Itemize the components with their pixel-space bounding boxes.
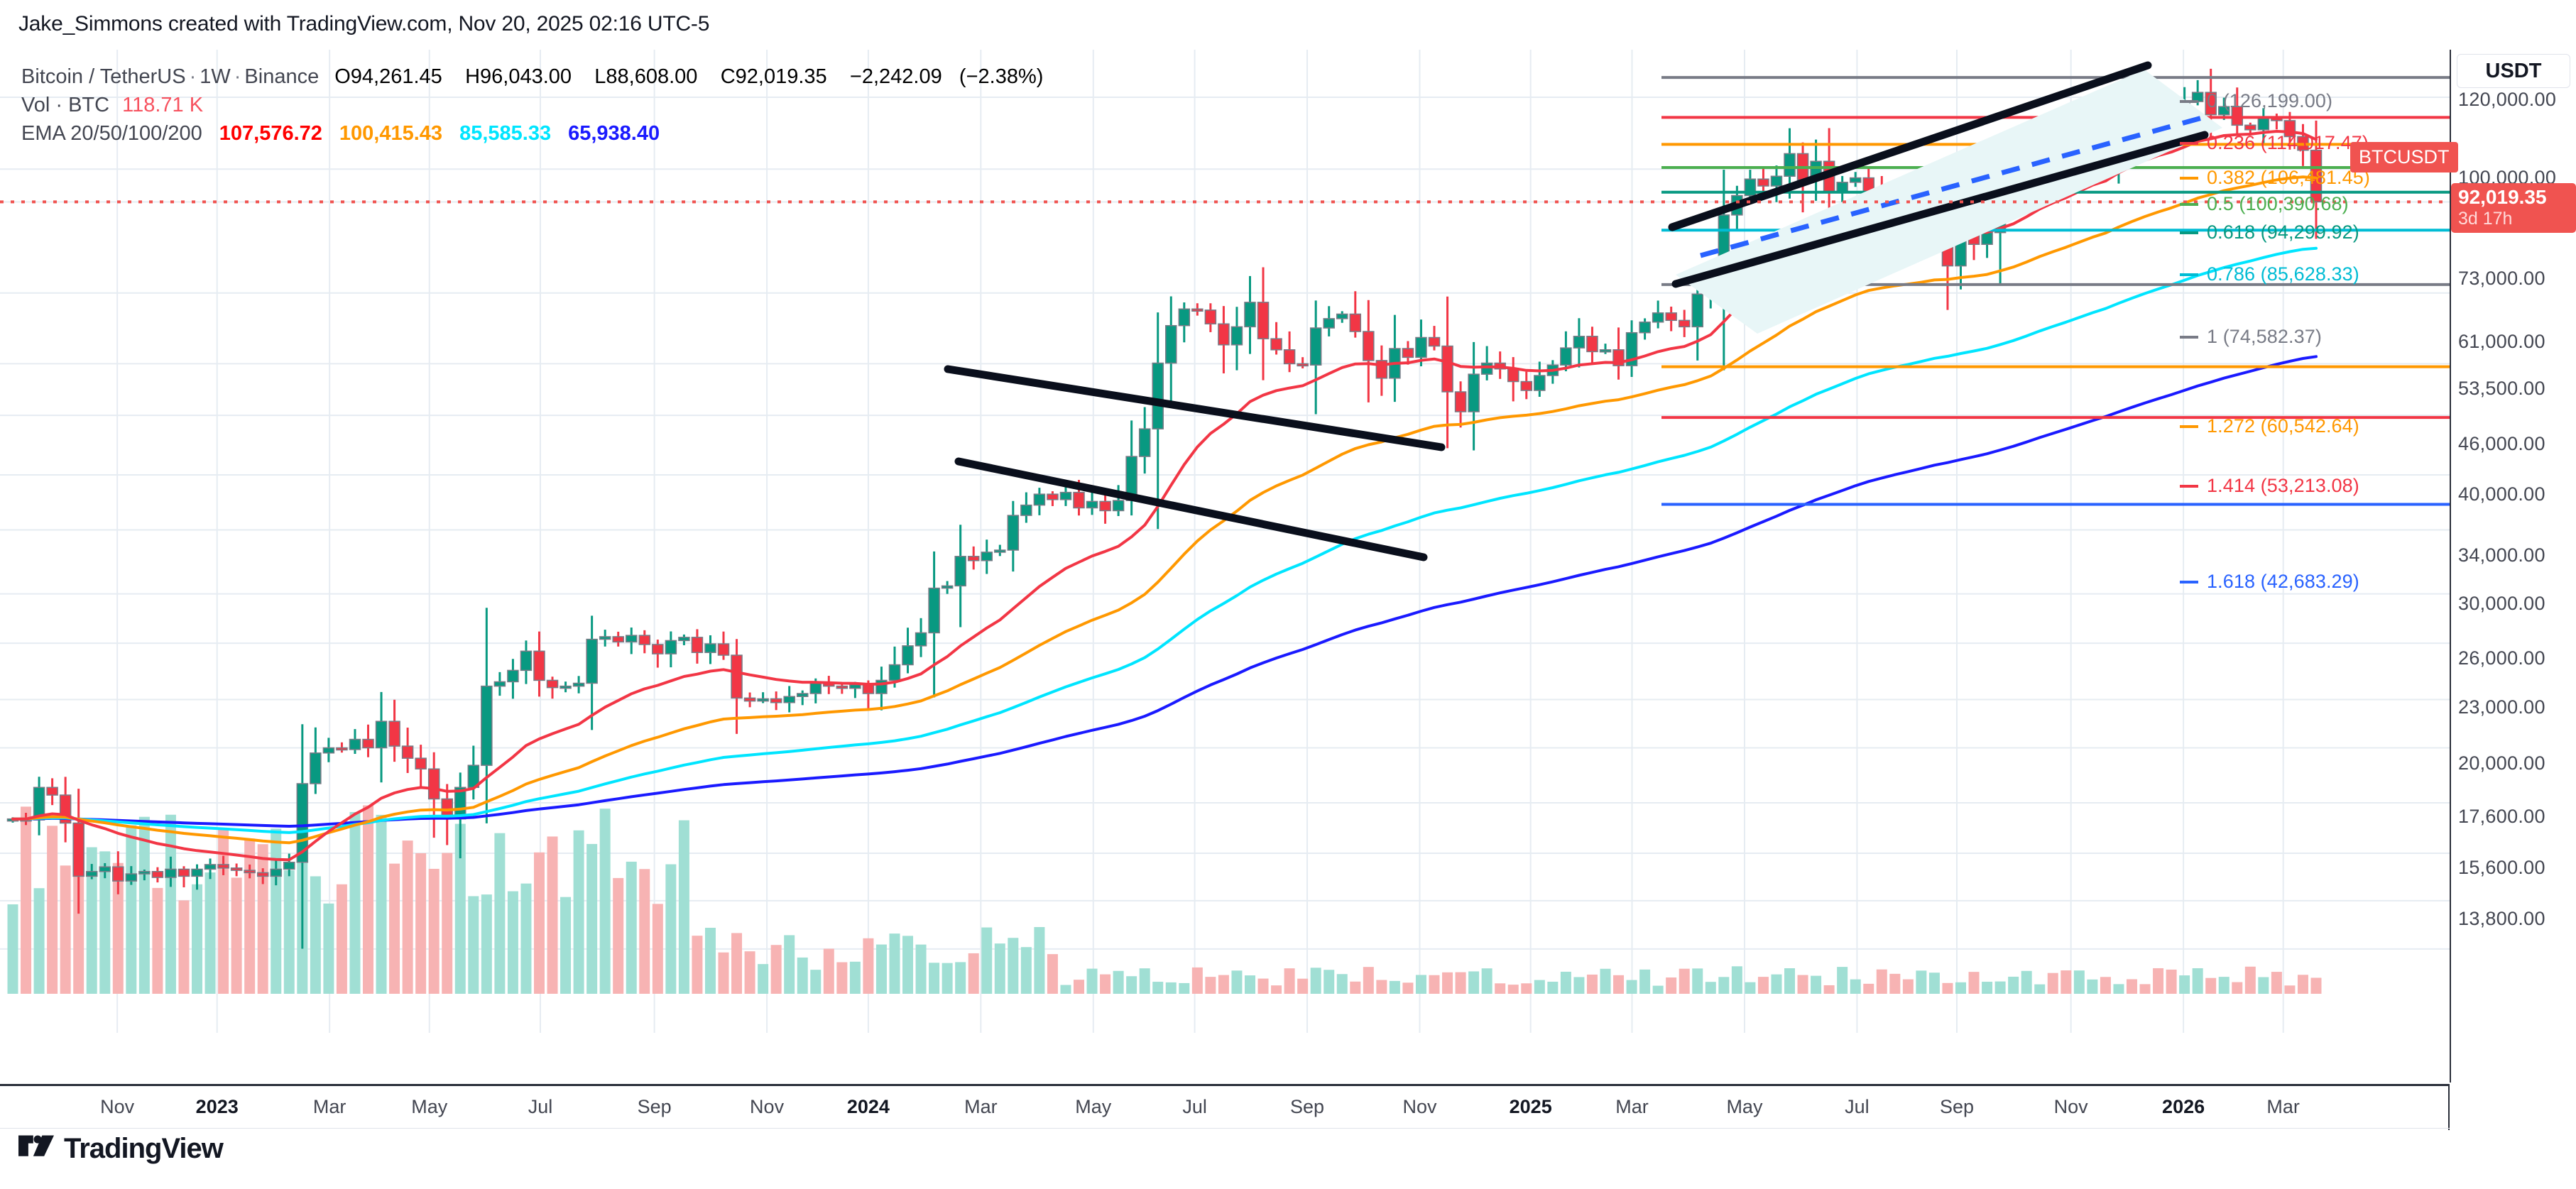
current-price-value: 92,019.35: [2458, 186, 2547, 208]
time-tick: Mar: [312, 1096, 346, 1117]
price-tick: 73,000.00: [2458, 268, 2545, 289]
current-price-badge[interactable]: 92,019.35 3d 17h: [2451, 183, 2576, 233]
time-tick: Sep: [637, 1096, 672, 1117]
ema-value-ema50: 100,415.43: [339, 122, 443, 145]
time-tick: Nov: [1402, 1096, 1437, 1117]
ohlc-open-value: 94,261.45: [350, 65, 442, 88]
fib-marker-0.236: [2180, 141, 2198, 145]
tradingview-wordmark: TradingView: [64, 1133, 224, 1164]
chart-canvas[interactable]: [0, 50, 2450, 1033]
time-tick: Jul: [528, 1096, 553, 1117]
footer-branding: TradingView: [18, 1133, 224, 1165]
tradingview-logo-icon: [18, 1135, 54, 1156]
fib-label-1.272: 1.272 (60,542.64): [2207, 415, 2359, 437]
ema-value-ema20: 107,576.72: [219, 122, 322, 145]
legend-volume-row[interactable]: Vol · BTC 118.71 K: [21, 92, 1043, 118]
price-tick: 53,500.00: [2458, 378, 2545, 399]
fib-marker-0.382: [2180, 177, 2198, 180]
ema-value-ema200: 65,938.40: [568, 122, 660, 145]
ohlc-high-value: 96,043.00: [480, 65, 572, 88]
time-tick: 2024: [846, 1096, 890, 1117]
time-tick: Nov: [2053, 1096, 2088, 1117]
time-tick: May: [411, 1096, 448, 1117]
ohlc-change: −2,242.09: [849, 65, 942, 88]
price-tick: 20,000.00: [2458, 752, 2545, 774]
fib-marker-1.414: [2180, 484, 2198, 488]
price-tick: 46,000.00: [2458, 433, 2545, 454]
fib-marker-0.786: [2180, 273, 2198, 276]
bar-countdown: 3d 17h: [2458, 209, 2513, 229]
time-tick: 2026: [2162, 1096, 2205, 1117]
ema-value-ema100: 85,585.33: [459, 122, 552, 145]
ohlc-change-percent: (−2.38%): [959, 65, 1044, 88]
legend-sep-2: ·: [234, 65, 241, 88]
time-tick: May: [1726, 1096, 1763, 1117]
time-axis-bottom-border: [0, 1128, 2450, 1129]
ohlc-open-key: O: [334, 65, 351, 88]
legend-ema-row[interactable]: EMA 20/50/100/200 107,576.72 100,415.43 85…: [21, 121, 1043, 146]
time-tick: Nov: [100, 1096, 135, 1117]
time-axis[interactable]: Nov 2023 Mar May Jul Sep Nov 2024 Mar May Jul Sep No…: [0, 1084, 2450, 1130]
time-tick: Mar: [2266, 1096, 2300, 1117]
fib-label-0.5: 0.5 (100,390.68): [2207, 193, 2349, 215]
fib-marker-1.272: [2180, 425, 2198, 429]
fib-label-1: 1 (74,582.37): [2207, 326, 2322, 348]
fib-marker-0: [2180, 99, 2198, 103]
price-tick: 26,000.00: [2458, 647, 2545, 669]
fib-label-0.236: 0.236 (114,017.47): [2207, 131, 2369, 153]
ohlc-low-key: L: [594, 65, 606, 88]
time-tick: Jul: [1182, 1096, 1207, 1117]
fib-label-0.382: 0.382 (106,481.45): [2207, 167, 2370, 189]
price-axis[interactable]: USDT 120,000.00100,000.0092,000.0073,000…: [2450, 50, 2576, 1083]
chart-plot-area[interactable]: [0, 50, 2450, 1033]
price-tick: 34,000.00: [2458, 544, 2545, 566]
fib-marker-0.618: [2180, 231, 2198, 234]
legend-ohlc: O94,261.45 H96,043.00 L88,608.00 C92,019…: [334, 64, 1043, 89]
ema-label: EMA 20/50/100/200: [21, 122, 202, 145]
legend-interval[interactable]: 1W: [200, 65, 231, 88]
time-tick: Sep: [1939, 1096, 1974, 1117]
chart-legend[interactable]: Bitcoin / TetherUS · 1W · Binance O94,26…: [21, 64, 1043, 149]
time-tick: Jul: [1845, 1096, 1870, 1117]
attribution-line: Jake_Simmons created with TradingView.co…: [18, 12, 710, 35]
time-tick: Mar: [964, 1096, 998, 1117]
fib-marker-1: [2180, 336, 2198, 339]
price-tick: 61,000.00: [2458, 331, 2545, 352]
price-tick: 17,600.00: [2458, 806, 2545, 827]
fib-marker-1.618: [2180, 581, 2198, 584]
legend-symbol-row[interactable]: Bitcoin / TetherUS · 1W · Binance O94,26…: [21, 64, 1043, 89]
time-tick: May: [1075, 1096, 1112, 1117]
ohlc-high-key: H: [465, 65, 481, 88]
ohlc-close-key: C: [720, 65, 736, 88]
time-tick: 2023: [195, 1096, 239, 1117]
currency-badge: USDT: [2457, 54, 2570, 88]
legend-sep-1: ·: [189, 65, 197, 88]
fib-label-0.786: 0.786 (85,628.33): [2207, 263, 2359, 285]
ohlc-close-value: 92,019.35: [735, 65, 827, 88]
ema-values: 107,576.72 100,415.43 85,585.33 65,938.40: [202, 121, 660, 146]
legend-exchange[interactable]: Binance: [244, 65, 320, 88]
price-tick: 15,600.00: [2458, 857, 2545, 878]
fib-marker-0.5: [2180, 203, 2198, 207]
time-tick: 2025: [1509, 1096, 1552, 1117]
fib-label-0.618: 0.618 (94,299.92): [2207, 221, 2359, 243]
time-axis-right-edge: [2448, 1086, 2450, 1130]
time-tick: Nov: [750, 1096, 785, 1117]
symbol-price-tag: BTCUSDT: [2350, 142, 2458, 172]
price-tick: 40,000.00: [2458, 483, 2545, 505]
price-tick: 23,000.00: [2458, 696, 2545, 718]
fib-label-1.618: 1.618 (42,683.29): [2207, 571, 2359, 593]
volume-label: Vol · BTC: [21, 94, 110, 116]
ohlc-low-value: 88,608.00: [606, 65, 698, 88]
legend-symbol-name[interactable]: Bitcoin / TetherUS: [21, 65, 186, 88]
time-tick: Sep: [1290, 1096, 1325, 1117]
price-tick: 30,000.00: [2458, 593, 2545, 614]
fib-label-1.414: 1.414 (53,213.08): [2207, 474, 2359, 496]
price-tick: 13,800.00: [2458, 908, 2545, 929]
volume-value: 118.71 K: [122, 94, 204, 116]
time-tick: Mar: [1615, 1096, 1649, 1117]
price-tick: 120,000.00: [2458, 89, 2557, 110]
fib-label-0: 0 (126,199.00): [2207, 89, 2333, 111]
